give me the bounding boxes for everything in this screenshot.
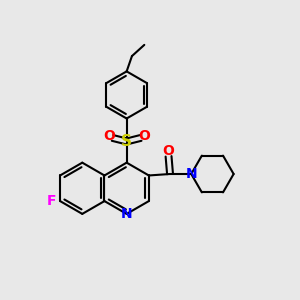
Text: F: F xyxy=(47,194,57,208)
Text: N: N xyxy=(185,167,197,181)
Text: N: N xyxy=(121,207,133,221)
Text: S: S xyxy=(121,134,132,149)
Text: O: O xyxy=(163,144,175,158)
Text: O: O xyxy=(103,130,116,143)
Text: O: O xyxy=(138,130,150,143)
